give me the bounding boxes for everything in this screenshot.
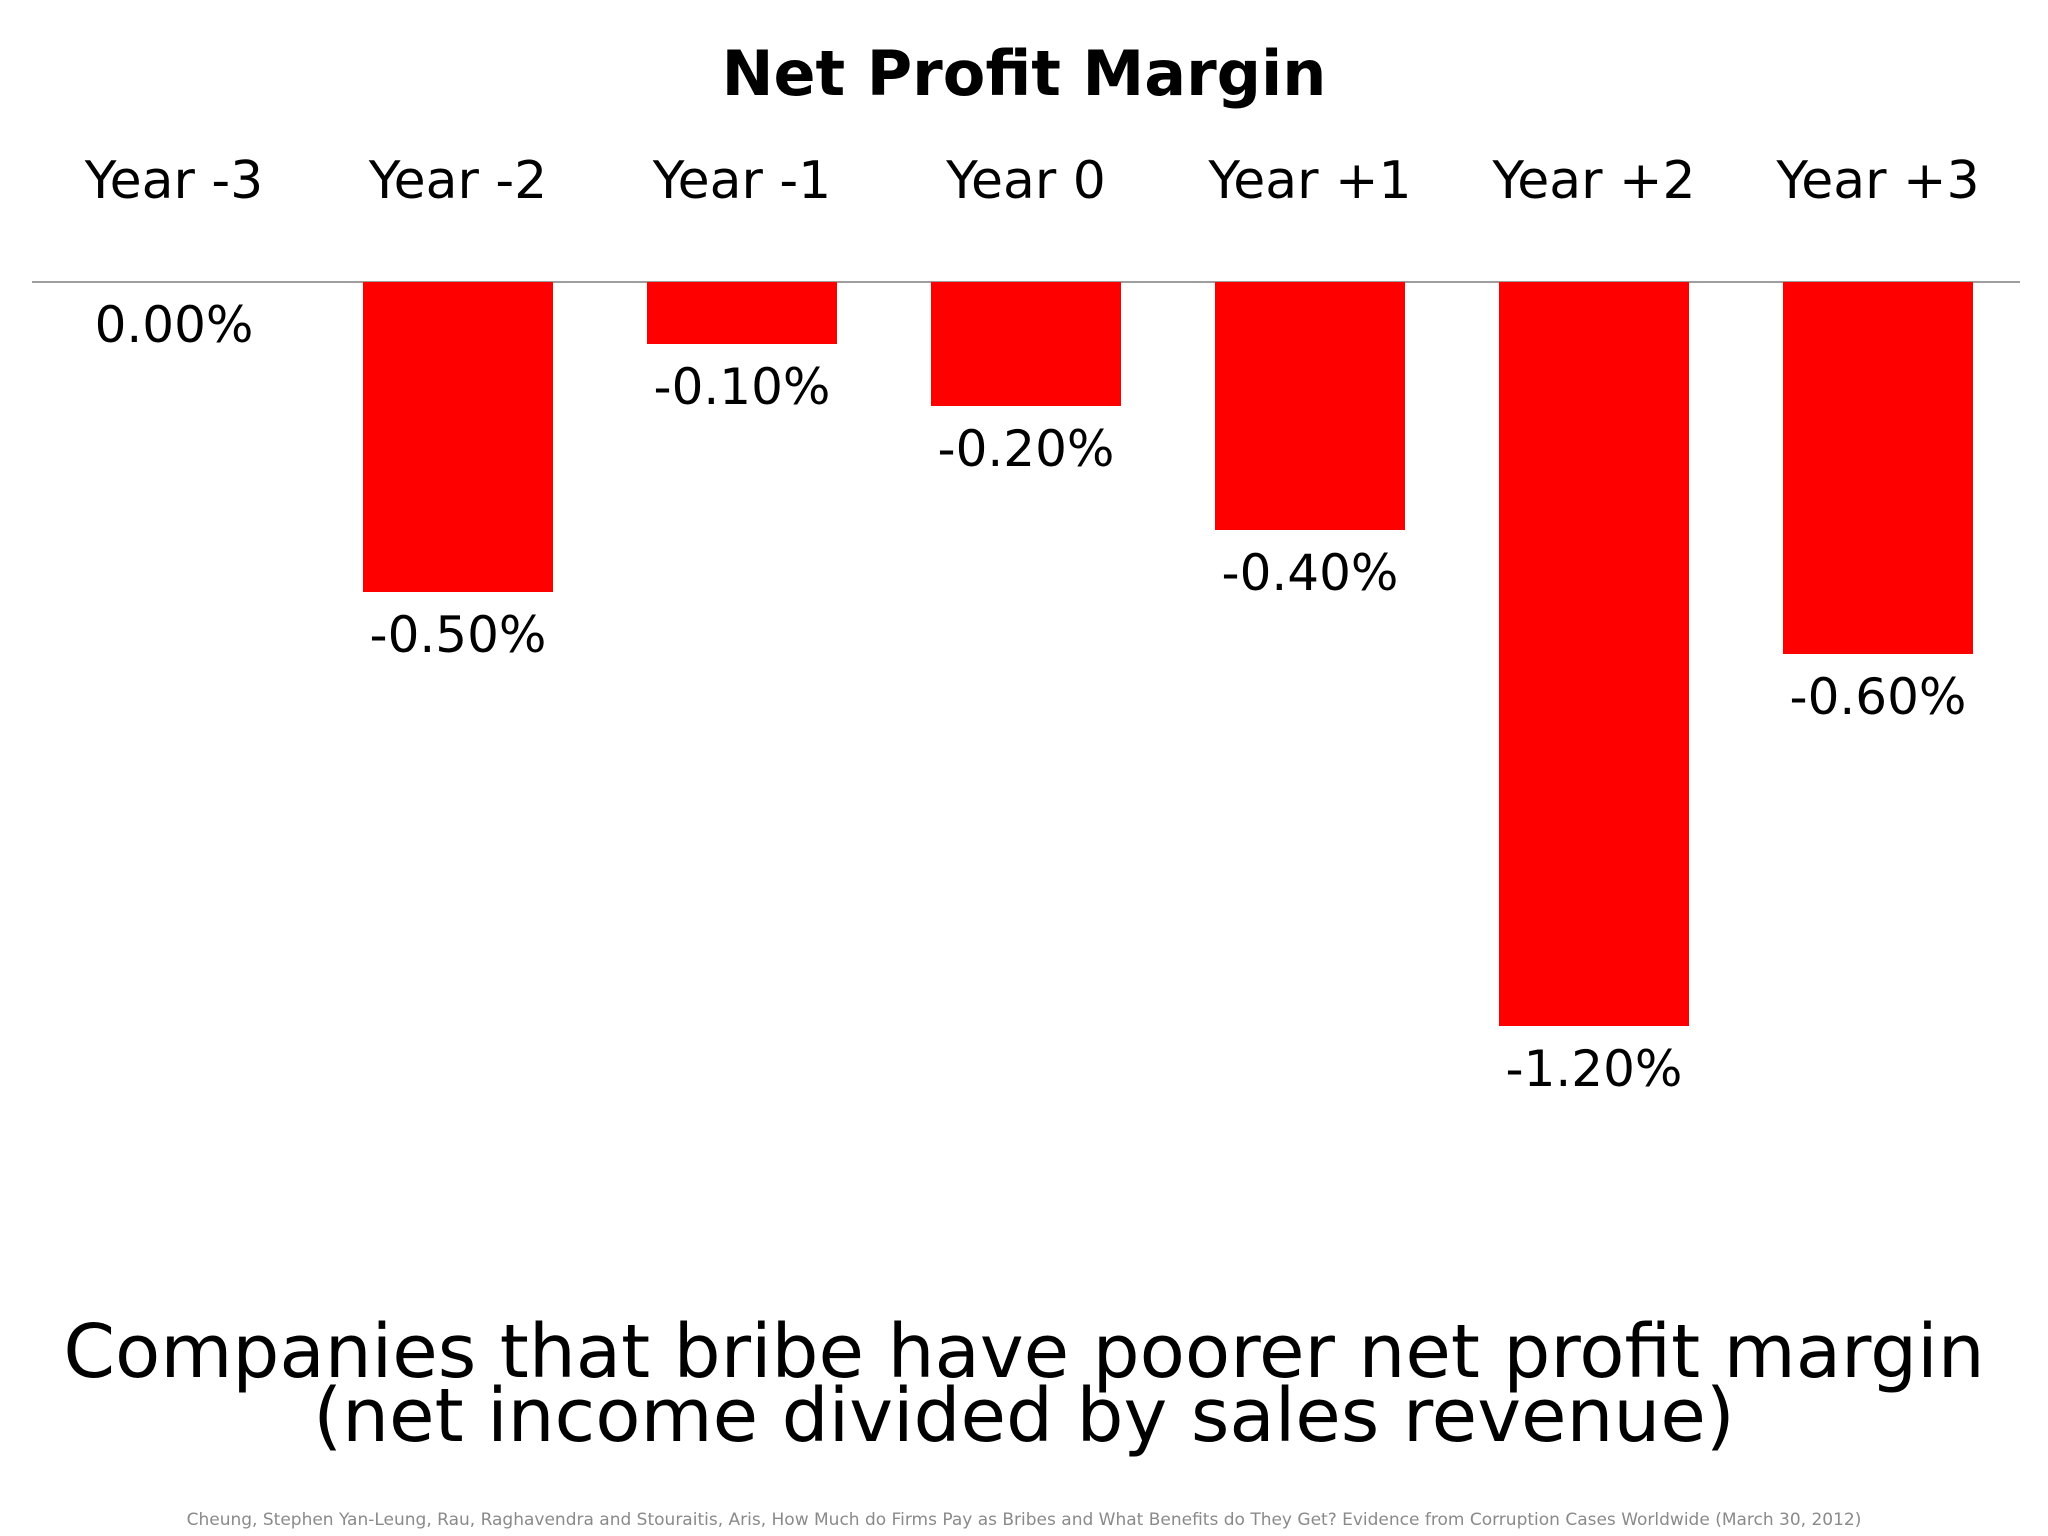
category-label: Year -1	[652, 151, 831, 211]
chart-caption: Companies that bribe have poorer net pro…	[0, 1309, 2048, 1459]
caption-line-2: (net income divided by sales revenue)	[313, 1373, 1735, 1459]
category-label: Year +1	[1207, 151, 1411, 211]
category-label: Year -3	[84, 151, 263, 211]
bar	[931, 282, 1121, 406]
caption-line-1: Companies that bribe have poorer net pro…	[63, 1309, 1985, 1395]
data-label: -0.10%	[654, 358, 831, 416]
bar	[647, 282, 837, 344]
source-citation: Cheung, Stephen Yan-Leung, Rau, Raghaven…	[186, 1510, 1862, 1530]
bar	[363, 282, 553, 592]
data-label: -0.20%	[938, 420, 1115, 478]
category-label: Year 0	[945, 151, 1106, 211]
bar	[1783, 282, 1973, 654]
data-label: -0.50%	[370, 606, 547, 664]
data-label: 0.00%	[95, 296, 254, 354]
data-label: -0.40%	[1222, 544, 1399, 602]
category-label: Year +3	[1775, 151, 1979, 211]
bar	[1215, 282, 1405, 530]
data-label: -0.60%	[1790, 668, 1967, 726]
data-label: -1.20%	[1506, 1040, 1683, 1098]
bar	[1499, 282, 1689, 1026]
category-label: Year +2	[1491, 151, 1695, 211]
chart-title: Net Profit Margin	[721, 37, 1327, 110]
category-label: Year -2	[368, 151, 547, 211]
